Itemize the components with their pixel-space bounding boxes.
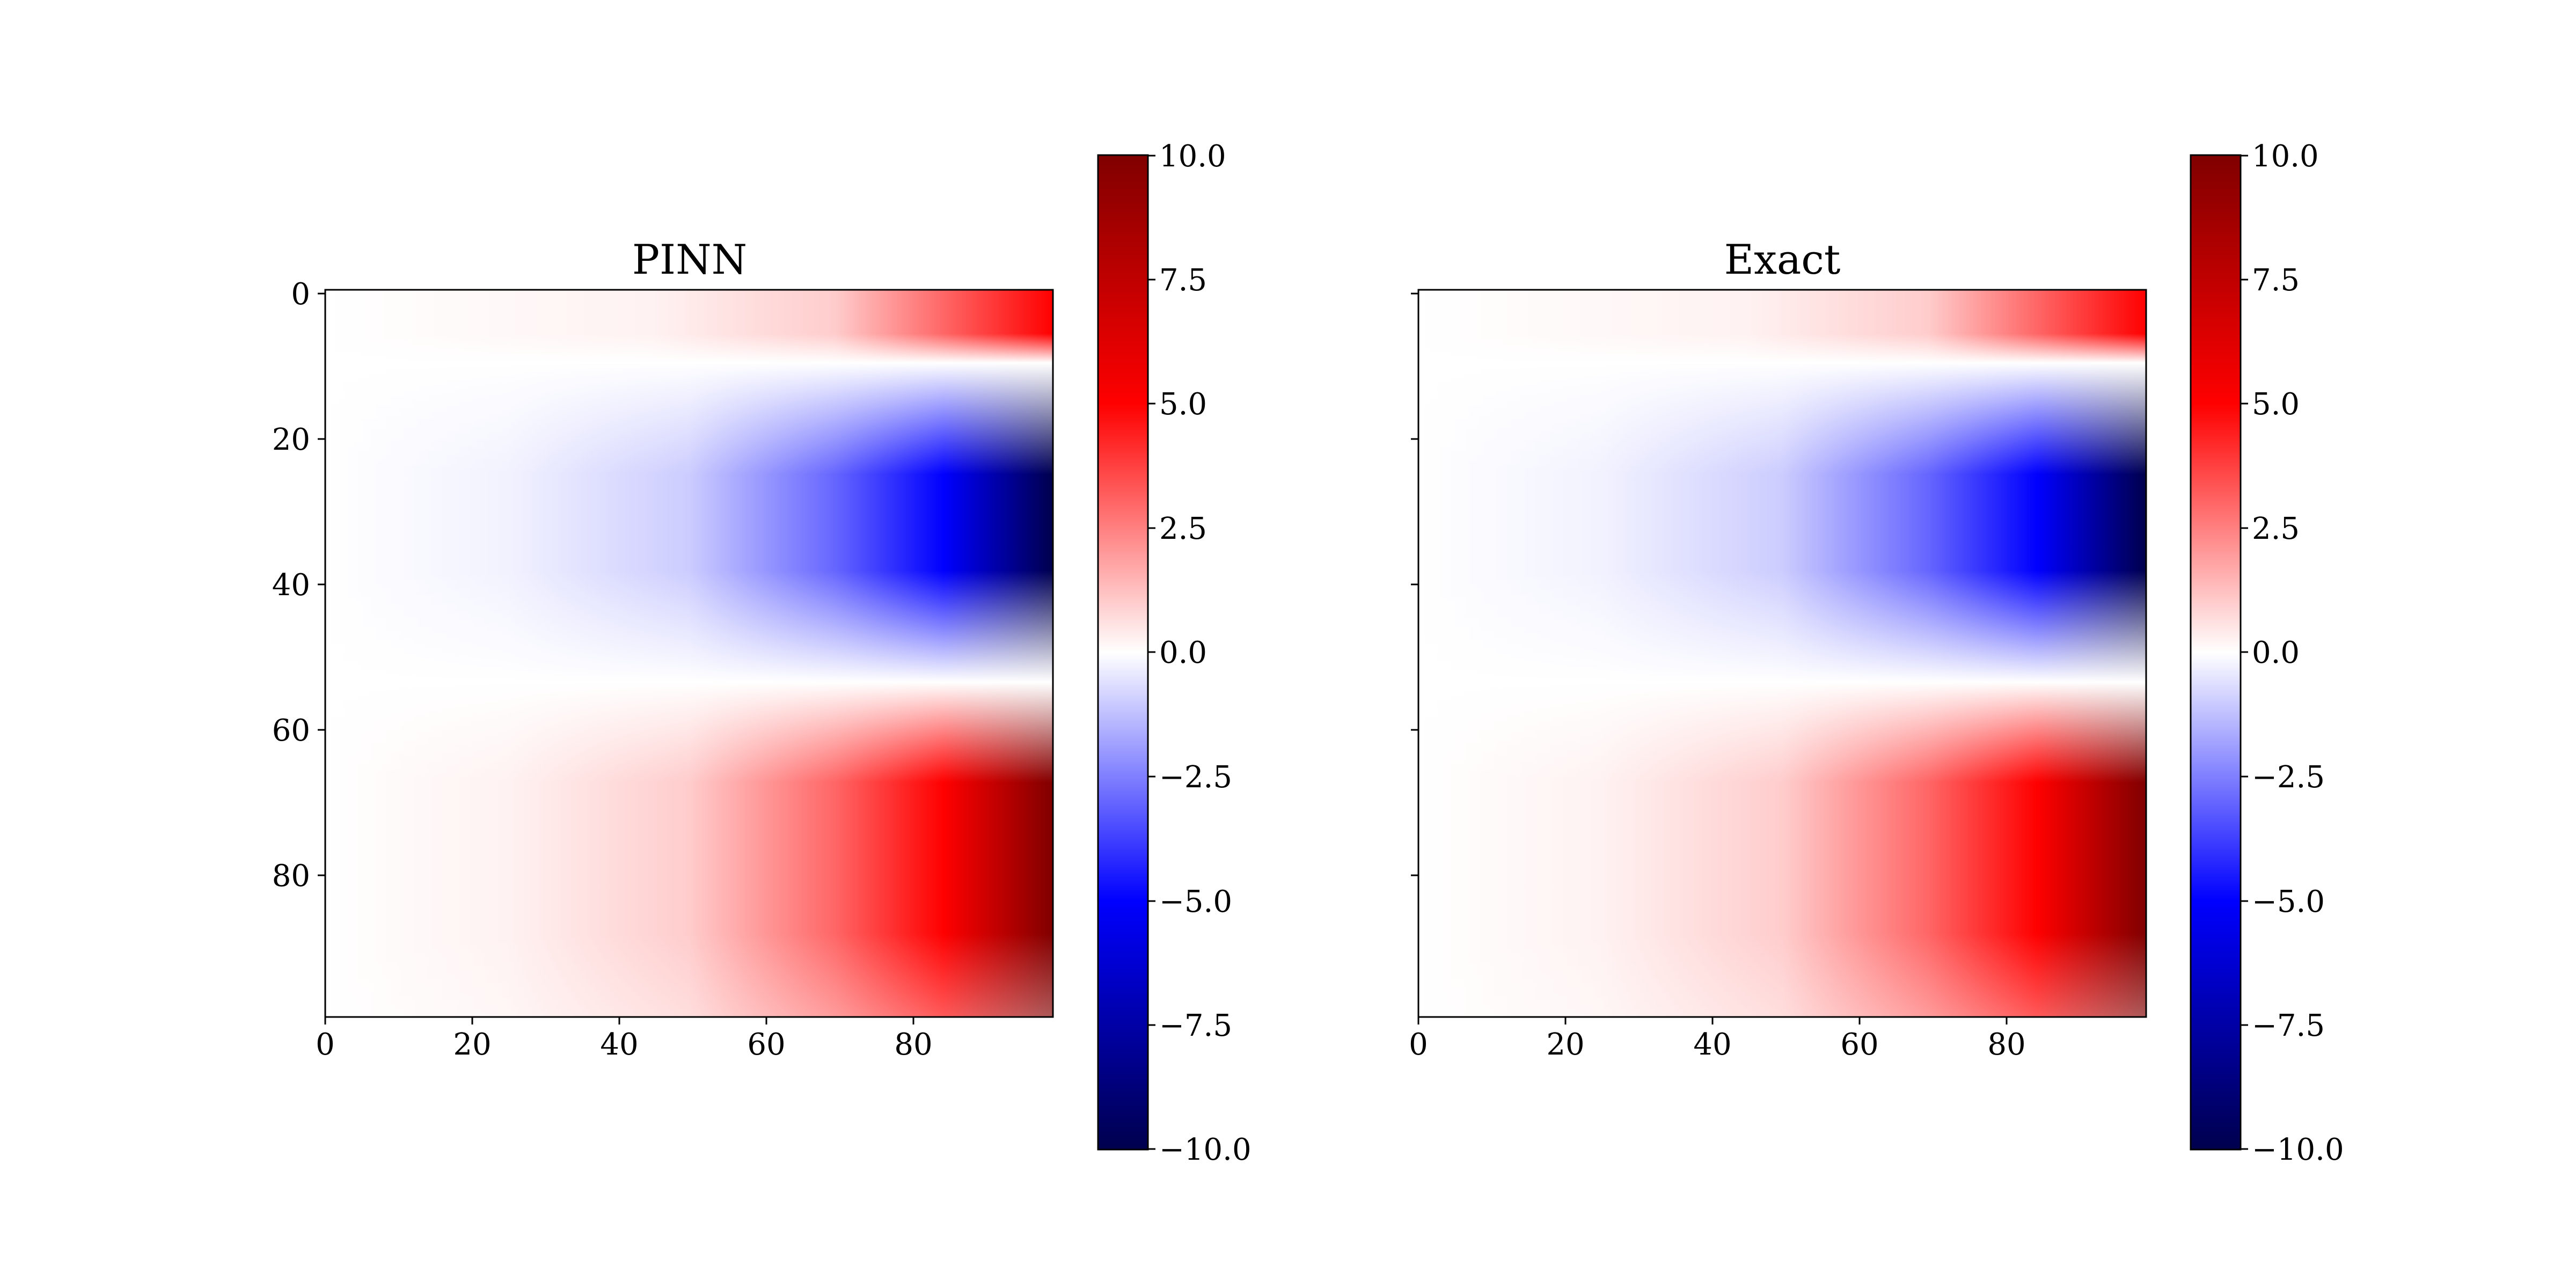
colorbar-tick-label: −10.0 (2252, 1132, 2344, 1167)
band-negative-fade (1418, 363, 2146, 682)
heatmap-field (1418, 290, 2146, 1017)
colorbar-tick-label: 10.0 (1159, 139, 1226, 174)
colorbar-tick-label: −7.5 (1159, 1008, 1232, 1043)
heatmap-panel-exact: Exact 0 20 40 60 80 (1409, 139, 2344, 1167)
plot-frame (324, 289, 1054, 1018)
colorbar: 10.0 7.5 5.0 2.5 0.0 −2.5 −5.0 −7.5 −10.… (2190, 139, 2344, 1167)
colorbar-tick-label: 5.0 (2252, 387, 2300, 422)
x-tick-label: 0 (316, 1027, 335, 1062)
colorbar-tick-label: 0.0 (2252, 635, 2300, 670)
colorbar-tick-label: 10.0 (2252, 139, 2319, 174)
colorbar-tick-label: 2.5 (1159, 511, 1207, 546)
x-tick-label: 0 (1409, 1027, 1428, 1062)
colorbar-tick-label: −7.5 (2252, 1008, 2325, 1043)
x-tick-label: 20 (453, 1027, 491, 1062)
x-tick-label: 40 (600, 1027, 638, 1062)
band-top-fade (325, 290, 1053, 363)
colorbar-tick-label: 7.5 (1159, 263, 1207, 298)
y-axis: 0 20 40 60 80 (272, 277, 325, 894)
heatmap-field (325, 290, 1053, 1017)
band-top-fade (1418, 290, 2146, 363)
colorbar-tick-label: 7.5 (2252, 263, 2300, 298)
band-positive-fade (1418, 682, 2146, 1017)
x-tick-label: 20 (1546, 1027, 1584, 1062)
colorbar-tick-label: 2.5 (2252, 511, 2300, 546)
colorbar-gradient (2190, 154, 2242, 1151)
colorbar-tick-label: 5.0 (1159, 387, 1207, 422)
chart-title: PINN (632, 236, 747, 283)
colorbar-tick-label: 0.0 (1159, 635, 1207, 670)
colorbar: 10.0 7.5 5.0 2.5 0.0 −2.5 −5.0 −7.5 −10.… (1097, 139, 1252, 1167)
y-tick-label: 80 (272, 859, 310, 894)
heatmap-panel-pinn: PINN 0 20 40 60 80 (272, 139, 1252, 1167)
x-tick-label: 60 (1840, 1027, 1878, 1062)
x-axis: 0 20 40 60 80 (316, 1017, 933, 1062)
y-tick-label: 60 (272, 713, 310, 748)
chart-title: Exact (1724, 236, 1841, 283)
x-axis: 0 20 40 60 80 (1409, 1017, 2026, 1062)
colorbar-tick-label: −2.5 (1159, 760, 1232, 795)
y-axis (1411, 292, 1418, 876)
x-tick-label: 80 (894, 1027, 932, 1062)
y-tick-label: 0 (291, 277, 310, 312)
colorbar-tick-label: −5.0 (2252, 884, 2325, 919)
colorbar-tick-label: −5.0 (1159, 884, 1232, 919)
colorbar-tick-label: −2.5 (2252, 760, 2325, 795)
colorbar-tick-label: −10.0 (1159, 1132, 1252, 1167)
band-positive-fade (325, 682, 1053, 1017)
plot-frame (1417, 289, 2147, 1018)
y-tick-label: 20 (272, 422, 310, 457)
colorbar-gradient (1097, 154, 1149, 1151)
y-tick-label: 40 (272, 568, 310, 603)
x-tick-label: 40 (1693, 1027, 1731, 1062)
band-negative-fade (325, 363, 1053, 682)
x-tick-label: 60 (747, 1027, 785, 1062)
x-tick-label: 80 (1987, 1027, 2025, 1062)
